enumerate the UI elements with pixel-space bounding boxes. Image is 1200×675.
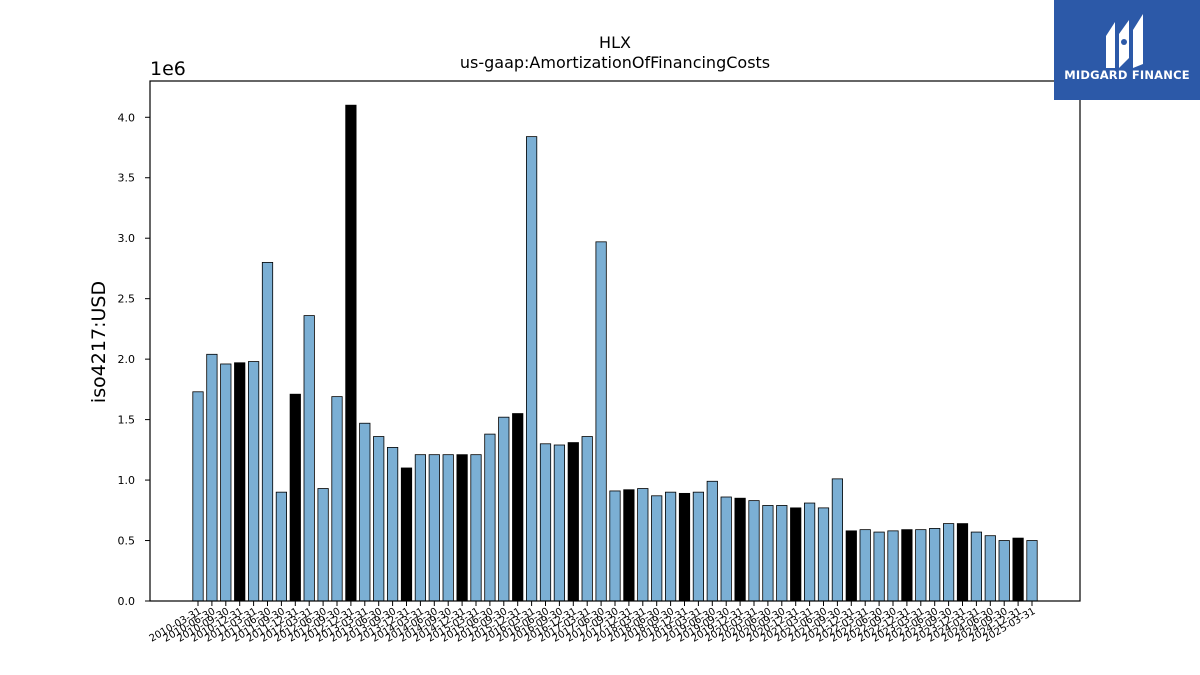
bar-2021-03-31 xyxy=(804,502,816,602)
bar-2016-06-30 xyxy=(539,443,552,602)
bar-2016-03-31 xyxy=(526,136,538,602)
bar-2018-06-30 xyxy=(651,495,663,602)
bar-2017-03-31 xyxy=(581,436,593,602)
brand-logo: MIDGARD FINANCE xyxy=(1054,0,1200,100)
y-tick-label: 0.0 xyxy=(118,595,136,608)
bar-2012-03-31 xyxy=(303,315,315,602)
bar-2022-06-30 xyxy=(873,531,885,602)
bar-2024-06-30 xyxy=(984,535,996,602)
chart-subtitle: us-gaap:AmortizationOfFinancingCosts xyxy=(460,53,770,72)
bar-2013-12-31 xyxy=(400,467,413,602)
bar-2023-03-31 xyxy=(915,529,927,602)
y-tick-label: 2.0 xyxy=(118,353,136,366)
bar-2024-03-31 xyxy=(970,531,983,602)
bar-2013-09-30 xyxy=(386,447,399,602)
bar-2020-12-31 xyxy=(790,507,802,602)
bar-2014-09-30 xyxy=(442,454,454,602)
bar-2014-03-31 xyxy=(414,454,427,602)
bar-2021-12-31 xyxy=(845,530,857,602)
bar-2011-09-30 xyxy=(275,491,288,602)
y-tick-label: 0.5 xyxy=(118,535,136,548)
plot-frame xyxy=(149,80,1081,602)
bar-2022-03-31 xyxy=(859,529,871,602)
bars-layer xyxy=(192,104,1038,602)
bar-2010-12-31 xyxy=(234,362,246,602)
bar-2011-12-31 xyxy=(289,393,301,602)
bar-2012-12-31 xyxy=(345,104,357,602)
y-ticks: 0.0 0.5 1.0 1.5 2.0 2.5 3.0 3.5 4.0 xyxy=(118,111,150,608)
y-tick-label: 3.5 xyxy=(118,172,136,185)
bar-2018-09-30 xyxy=(665,491,677,602)
bar-2018-03-31 xyxy=(637,488,649,602)
bar-2010-03-31 xyxy=(192,391,204,602)
bar-2019-12-31 xyxy=(734,497,746,602)
y-tick-label: 1.5 xyxy=(118,414,136,427)
bar-2025-03-31 xyxy=(1026,540,1038,602)
y-tick-label: 2.5 xyxy=(118,293,136,306)
bar-2020-09-30 xyxy=(776,505,788,602)
bar-2018-12-31 xyxy=(678,492,691,602)
bar-2020-06-30 xyxy=(762,505,774,602)
bar-2023-09-30 xyxy=(943,523,955,602)
logo-mark-icon xyxy=(1106,14,1143,68)
bar-2022-12-31 xyxy=(901,529,913,602)
bar-2021-06-30 xyxy=(817,507,830,602)
y-axis-label: iso4217:USD xyxy=(88,281,110,403)
bar-2017-06-30 xyxy=(595,241,607,602)
bar-2023-06-30 xyxy=(929,528,941,602)
bar-2024-09-30 xyxy=(998,540,1010,602)
bar-2017-12-31 xyxy=(623,489,635,602)
chart-title: HLX xyxy=(599,33,631,52)
bar-2015-09-30 xyxy=(498,416,510,602)
y-tick-label: 3.0 xyxy=(118,232,136,245)
x-ticks: 2010-03-312010-06-302010-09-302010-12-31… xyxy=(148,601,1038,645)
bar-2013-06-30 xyxy=(373,436,385,602)
bar-2013-03-31 xyxy=(359,422,371,602)
bar-2023-12-31 xyxy=(956,523,969,602)
bar-2016-12-31 xyxy=(567,442,579,602)
bar-2012-09-30 xyxy=(331,396,343,602)
bar-2014-12-31 xyxy=(456,454,468,602)
bar-2021-09-30 xyxy=(831,478,844,602)
bar-2016-09-30 xyxy=(553,444,566,602)
brand-name: MIDGARD FINANCE xyxy=(1064,68,1190,82)
bar-2015-06-30 xyxy=(484,433,496,602)
y-scale-label: 1e6 xyxy=(150,58,186,80)
y-tick-label: 1.0 xyxy=(118,474,136,487)
bar-2024-12-31 xyxy=(1012,537,1024,602)
bar-2014-06-30 xyxy=(428,454,440,602)
bar-2011-03-31 xyxy=(247,361,260,602)
y-tick-label: 4.0 xyxy=(118,111,136,124)
bar-2019-09-30 xyxy=(720,496,732,602)
bar-2020-03-31 xyxy=(748,500,760,602)
bar-2010-09-30 xyxy=(220,363,232,602)
bar-2019-06-30 xyxy=(706,480,718,602)
bar-2015-03-31 xyxy=(470,454,482,602)
bar-2012-06-30 xyxy=(317,488,329,602)
bar-2011-06-30 xyxy=(261,261,274,602)
bar-2022-09-30 xyxy=(887,530,899,602)
bar-2019-03-31 xyxy=(692,491,705,602)
bar-2017-09-30 xyxy=(609,490,621,602)
bar-2010-06-30 xyxy=(206,353,218,602)
bar-2015-12-31 xyxy=(512,413,524,602)
